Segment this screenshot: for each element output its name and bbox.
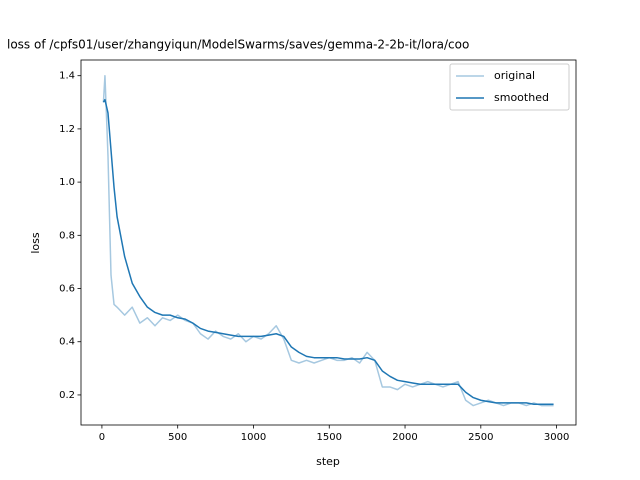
- series-line: [102, 98, 554, 405]
- y-tick-label: 1.0: [59, 177, 75, 188]
- y-axis-label: loss: [29, 232, 42, 254]
- series-line: [102, 74, 554, 407]
- x-tick-label: 2500: [468, 432, 493, 443]
- chart-title: loss of /cpfs01/user/zhangyiqun/ModelSwa…: [7, 38, 469, 52]
- y-tick-label: 1.4: [59, 71, 75, 82]
- plot-frame: [80, 59, 577, 426]
- x-tick-label: 1000: [241, 432, 266, 443]
- y-tick-label: 0.8: [59, 230, 75, 241]
- y-tick-label: 0.4: [59, 337, 75, 348]
- legend-label: original: [494, 69, 535, 82]
- y-tick-label: 0.2: [59, 390, 75, 401]
- x-axis-label: step: [316, 455, 340, 468]
- x-tick-label: 1500: [317, 432, 342, 443]
- x-tick-label: 500: [168, 432, 187, 443]
- x-tick-label: 2000: [392, 432, 417, 443]
- y-tick-label: 1.2: [59, 124, 75, 135]
- y-tick-label: 0.6: [59, 284, 75, 295]
- legend-label: smoothed: [494, 91, 549, 104]
- x-tick-label: 3000: [544, 432, 569, 443]
- x-tick-label: 0: [99, 432, 105, 443]
